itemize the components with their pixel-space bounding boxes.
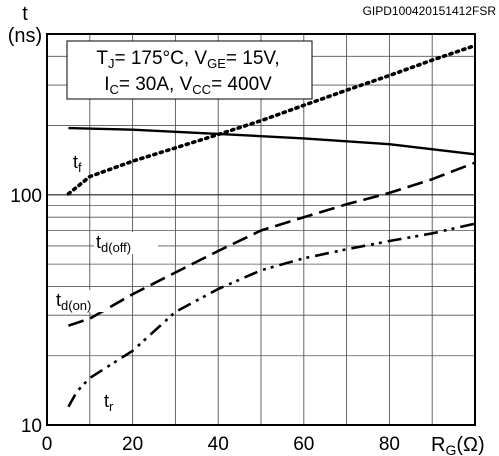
series-label-tr: tr xyxy=(104,391,114,414)
x-tick-label: 20 xyxy=(122,434,143,455)
series-label-td-on-bg xyxy=(54,290,109,312)
y-tick-label: 10 xyxy=(21,416,42,437)
y-axis-unit: (ns) xyxy=(8,25,42,47)
y-tick-label: 100 xyxy=(10,186,42,207)
series-label-tf: tf xyxy=(73,152,82,175)
series-line-tr xyxy=(67,222,476,408)
x-tick-label: 60 xyxy=(293,434,314,455)
conditions-line-2: IC= 30A, VCC= 400V xyxy=(104,74,272,97)
series-label-td-off: td(off) xyxy=(96,232,131,255)
series-label-td-off-bg xyxy=(94,232,158,254)
series-label-td-on: td(on) xyxy=(56,290,91,313)
conditions-line-1: TJ= 175°C, VGE= 15V, xyxy=(96,48,279,71)
x-tick-label: 0 xyxy=(42,434,53,455)
y-axis-title: t xyxy=(22,3,28,25)
series-line-td-off xyxy=(66,43,477,196)
conditions-box xyxy=(66,40,313,100)
x-tick-label: 80 xyxy=(379,434,400,455)
x-tick-label: 40 xyxy=(208,434,229,455)
figure-id: GIPD100420151412FSR xyxy=(363,4,497,18)
series-line-tf xyxy=(68,126,476,156)
plot-frame xyxy=(46,33,476,426)
x-axis-title: RG(Ω) xyxy=(431,434,485,456)
series-line-td-on xyxy=(67,161,476,327)
